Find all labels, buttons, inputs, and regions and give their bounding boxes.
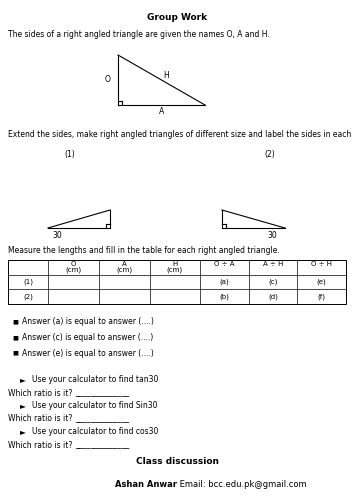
Text: 30: 30 xyxy=(52,231,62,240)
Text: ►: ► xyxy=(20,376,26,384)
Text: O: O xyxy=(105,76,111,84)
Text: Use your calculator to find cos30: Use your calculator to find cos30 xyxy=(32,428,158,436)
Text: H: H xyxy=(164,70,169,80)
FancyBboxPatch shape xyxy=(8,260,346,304)
Text: A: A xyxy=(122,262,127,268)
Text: Use your calculator to find Sin30: Use your calculator to find Sin30 xyxy=(32,402,158,410)
Text: Class discussion: Class discussion xyxy=(136,458,218,466)
Text: ______________: ______________ xyxy=(75,440,129,450)
Text: ■: ■ xyxy=(12,350,18,356)
Text: Answer (e) is equal to answer (....): Answer (e) is equal to answer (....) xyxy=(22,348,154,358)
Text: 30: 30 xyxy=(267,231,277,240)
Text: Answer (c) is equal to answer (....): Answer (c) is equal to answer (....) xyxy=(22,333,153,342)
Text: ■: ■ xyxy=(12,320,18,324)
Text: (f): (f) xyxy=(318,293,326,300)
Text: ______________: ______________ xyxy=(75,414,129,424)
Text: Use your calculator to find tan30: Use your calculator to find tan30 xyxy=(32,376,158,384)
Text: (2): (2) xyxy=(23,293,33,300)
Text: Which ratio is it?: Which ratio is it? xyxy=(8,440,72,450)
Text: (a): (a) xyxy=(219,278,229,285)
Text: (cm): (cm) xyxy=(65,267,81,274)
Text: (c): (c) xyxy=(268,278,278,285)
Text: ►: ► xyxy=(20,402,26,410)
Text: H: H xyxy=(172,262,177,268)
Text: O ÷ A: O ÷ A xyxy=(214,262,235,268)
Text: ►: ► xyxy=(20,428,26,436)
Text: A ÷ H: A ÷ H xyxy=(263,262,283,268)
Text: (cm): (cm) xyxy=(116,267,132,274)
Text: (1): (1) xyxy=(23,278,33,285)
Text: A: A xyxy=(159,108,164,116)
Text: Which ratio is it?: Which ratio is it? xyxy=(8,414,72,424)
Text: Answer (a) is equal to answer (....): Answer (a) is equal to answer (....) xyxy=(22,318,154,326)
Text: Which ratio is it?: Which ratio is it? xyxy=(8,388,72,398)
Text: O ÷ H: O ÷ H xyxy=(311,262,332,268)
Text: (cm): (cm) xyxy=(167,267,183,274)
Text: (1): (1) xyxy=(65,150,75,159)
Text: Email: bcc.edu.pk@gmail.com: Email: bcc.edu.pk@gmail.com xyxy=(177,480,307,490)
Text: O: O xyxy=(71,262,76,268)
Text: ______________: ______________ xyxy=(75,388,129,398)
Text: ■: ■ xyxy=(12,335,18,340)
Text: Extend the sides, make right angled triangles of different size and label the si: Extend the sides, make right angled tria… xyxy=(8,130,354,139)
Text: (2): (2) xyxy=(265,150,275,159)
Text: Measure the lengths and fill in the table for each right angled triangle.: Measure the lengths and fill in the tabl… xyxy=(8,246,280,255)
Text: The sides of a right angled triangle are given the names O, A and H.: The sides of a right angled triangle are… xyxy=(8,30,270,39)
Text: Group Work: Group Work xyxy=(147,13,207,22)
Text: (b): (b) xyxy=(219,293,229,300)
Text: Ashan Anwar: Ashan Anwar xyxy=(115,480,177,490)
Text: (e): (e) xyxy=(317,278,327,285)
Text: (d): (d) xyxy=(268,293,278,300)
